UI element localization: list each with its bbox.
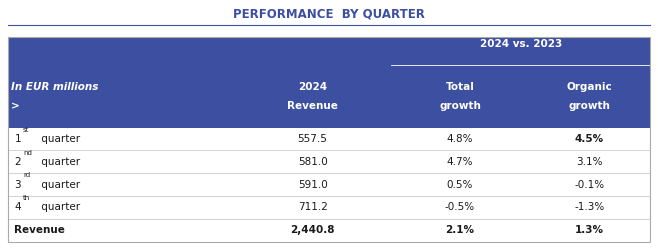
Text: quarter: quarter — [38, 180, 80, 190]
Text: 0.5%: 0.5% — [447, 180, 473, 190]
FancyBboxPatch shape — [8, 37, 650, 128]
Text: 711.2: 711.2 — [297, 203, 328, 213]
Text: Revenue: Revenue — [287, 101, 338, 111]
Text: 4.8%: 4.8% — [447, 134, 473, 144]
Text: quarter: quarter — [38, 157, 80, 167]
Text: rd: rd — [23, 172, 30, 178]
Text: 3.1%: 3.1% — [576, 157, 603, 167]
Text: growth: growth — [569, 101, 611, 111]
Text: 2.1%: 2.1% — [445, 225, 474, 235]
Text: In EUR millions: In EUR millions — [11, 82, 99, 92]
Text: quarter: quarter — [38, 134, 80, 144]
Text: 4.7%: 4.7% — [447, 157, 473, 167]
Text: st: st — [23, 127, 30, 133]
Text: 3: 3 — [14, 180, 21, 190]
Text: growth: growth — [439, 101, 481, 111]
Text: Total: Total — [445, 82, 474, 92]
Text: Organic: Organic — [567, 82, 613, 92]
Text: 1: 1 — [14, 134, 21, 144]
Text: 591.0: 591.0 — [297, 180, 328, 190]
Text: 2024: 2024 — [298, 82, 327, 92]
Text: -0.5%: -0.5% — [445, 203, 475, 213]
Text: 2: 2 — [14, 157, 21, 167]
Text: 1.3%: 1.3% — [575, 225, 604, 235]
Text: >: > — [11, 101, 20, 111]
Text: 4.5%: 4.5% — [575, 134, 604, 144]
Text: -1.3%: -1.3% — [574, 203, 605, 213]
Text: th: th — [23, 195, 30, 201]
Text: 581.0: 581.0 — [297, 157, 328, 167]
Text: PERFORMANCE  BY QUARTER: PERFORMANCE BY QUARTER — [233, 7, 425, 21]
Text: nd: nd — [23, 150, 32, 155]
Text: 4: 4 — [14, 203, 21, 213]
Text: -0.1%: -0.1% — [574, 180, 605, 190]
Text: 2,440.8: 2,440.8 — [290, 225, 335, 235]
Text: 2024 vs. 2023: 2024 vs. 2023 — [480, 39, 562, 49]
Text: quarter: quarter — [38, 203, 80, 213]
Text: 557.5: 557.5 — [297, 134, 328, 144]
Text: Revenue: Revenue — [14, 225, 65, 235]
